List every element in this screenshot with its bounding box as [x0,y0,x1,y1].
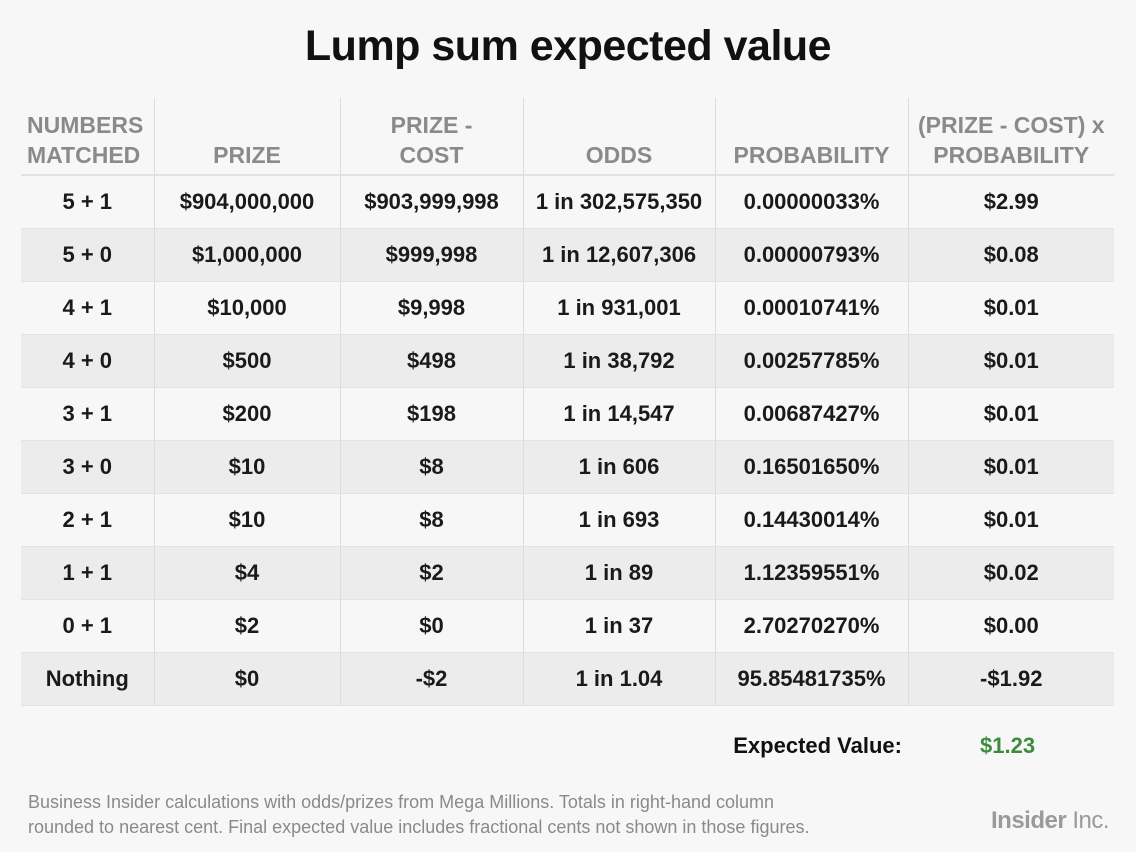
cell-weighted-value: $0.01 [907,334,1114,388]
header-prize: PRIZE [153,98,340,176]
cell-numbers-matched: 1 + 1 [21,546,154,600]
cell-prize-minus-cost: $8 [339,493,523,547]
cell-weighted-value: $0.01 [907,493,1114,547]
table-row: 3 + 0 $10 $8 1 in 606 0.16501650% $0.01 [21,440,1114,494]
cell-probability: 0.00257785% [714,334,908,388]
cell-probability: 1.12359551% [714,546,908,600]
cell-weighted-value: -$1.92 [907,652,1114,706]
cell-odds: 1 in 38,792 [522,334,715,388]
cell-prize: $10,000 [153,281,340,335]
table-row: 2 + 1 $10 $8 1 in 693 0.14430014% $0.01 [21,493,1114,547]
cell-numbers-matched: 4 + 0 [21,334,154,388]
cell-prize: $500 [153,334,340,388]
footnote-line-1: Business Insider calculations with odds/… [28,792,775,812]
expected-value-amount: $1.23 [980,733,1036,758]
chart-title: Lump sum expected value [304,22,832,70]
cell-prize-minus-cost: $198 [339,387,523,441]
cell-numbers-matched: 2 + 1 [21,493,154,547]
cell-probability: 0.14430014% [714,493,908,547]
cell-prize: $2 [153,599,340,653]
insider-inc-logo: Insider Inc. [991,807,1110,834]
cell-numbers-matched: 5 + 0 [21,228,154,282]
cell-weighted-value: $0.01 [907,387,1114,441]
header-probability: PROBABILITY [714,98,908,176]
cell-prize-minus-cost: $9,998 [339,281,523,335]
cell-numbers-matched: 3 + 1 [21,387,154,441]
cell-prize-minus-cost: $498 [339,334,523,388]
cell-prize: $10 [153,493,340,547]
cell-prize-minus-cost: $0 [339,599,523,653]
cell-probability: 95.85481735% [714,652,908,706]
cell-weighted-value: $0.01 [907,281,1114,335]
header-odds: ODDS [522,98,715,176]
cell-odds: 1 in 14,547 [522,387,715,441]
table-row: 3 + 1 $200 $198 1 in 14,547 0.00687427% $0.01 [21,387,1114,441]
cell-prize-minus-cost: $903,999,998 [339,175,523,229]
cell-odds: 1 in 89 [522,546,715,600]
cell-prize: $200 [153,387,340,441]
cell-weighted-value: $0.01 [907,440,1114,494]
expected-value-label: Expected Value: [733,733,902,758]
cell-numbers-matched: 4 + 1 [21,281,154,335]
cell-weighted-value: $0.00 [907,599,1114,653]
cell-odds: 1 in 931,001 [522,281,715,335]
cell-prize: $4 [153,546,340,600]
cell-probability: 0.16501650% [714,440,908,494]
table-row: 5 + 0 $1,000,000 $999,998 1 in 12,607,306 0.… [21,228,1114,282]
expected-value-table: NUMBERS MATCHED PRIZE PRIZE - COST ODDS PR… [21,98,1114,706]
cell-prize-minus-cost: $8 [339,440,523,494]
cell-probability: 0.00687427% [714,387,908,441]
table-row: 4 + 1 $10,000 $9,998 1 in 931,001 0.00010741… [21,281,1114,335]
table-row: 1 + 1 $4 $2 1 in 89 1.12359551% $0.02 [21,546,1114,600]
cell-odds: 1 in 12,607,306 [522,228,715,282]
cell-numbers-matched: 5 + 1 [21,175,154,229]
cell-odds: 1 in 606 [522,440,715,494]
source-footnote: Business Insider calculations with odds/… [28,790,968,840]
cell-prize: $1,000,000 [153,228,340,282]
cell-prize-minus-cost: -$2 [339,652,523,706]
header-numbers-matched: NUMBERS MATCHED [21,98,154,176]
cell-weighted-value: $0.02 [907,546,1114,600]
cell-numbers-matched: Nothing [21,652,154,706]
cell-numbers-matched: 3 + 0 [21,440,154,494]
cell-prize-minus-cost: $2 [339,546,523,600]
cell-numbers-matched: 0 + 1 [21,599,154,653]
cell-weighted-value: $2.99 [907,175,1114,229]
footnote-line-2: rounded to nearest cent. Final expected … [28,817,810,837]
cell-probability: 0.00000793% [714,228,908,282]
cell-prize: $0 [153,652,340,706]
cell-odds: 1 in 1.04 [522,652,715,706]
cell-prize-minus-cost: $999,998 [339,228,523,282]
cell-weighted-value: $0.08 [907,228,1114,282]
cell-prize: $10 [153,440,340,494]
cell-prize: $904,000,000 [153,175,340,229]
header-weighted-value: (PRIZE - COST) x PROBABILITY [907,98,1114,176]
table-row: 0 + 1 $2 $0 1 in 37 2.70270270% $0.00 [21,599,1114,653]
table-row: Nothing $0 -$2 1 in 1.04 95.85481735% -$1.92 [21,652,1114,706]
table-row: 5 + 1 $904,000,000 $903,999,998 1 in 302,57… [21,175,1114,229]
cell-probability: 2.70270270% [714,599,908,653]
cell-probability: 0.00000033% [714,175,908,229]
cell-odds: 1 in 693 [522,493,715,547]
table-row: 4 + 0 $500 $498 1 in 38,792 0.00257785% $0.01 [21,334,1114,388]
cell-odds: 1 in 37 [522,599,715,653]
header-prize-minus-cost: PRIZE - COST [339,98,523,176]
cell-odds: 1 in 302,575,350 [522,175,715,229]
cell-probability: 0.00010741% [714,281,908,335]
header-row: NUMBERS MATCHED PRIZE PRIZE - COST ODDS PR… [21,98,1114,176]
